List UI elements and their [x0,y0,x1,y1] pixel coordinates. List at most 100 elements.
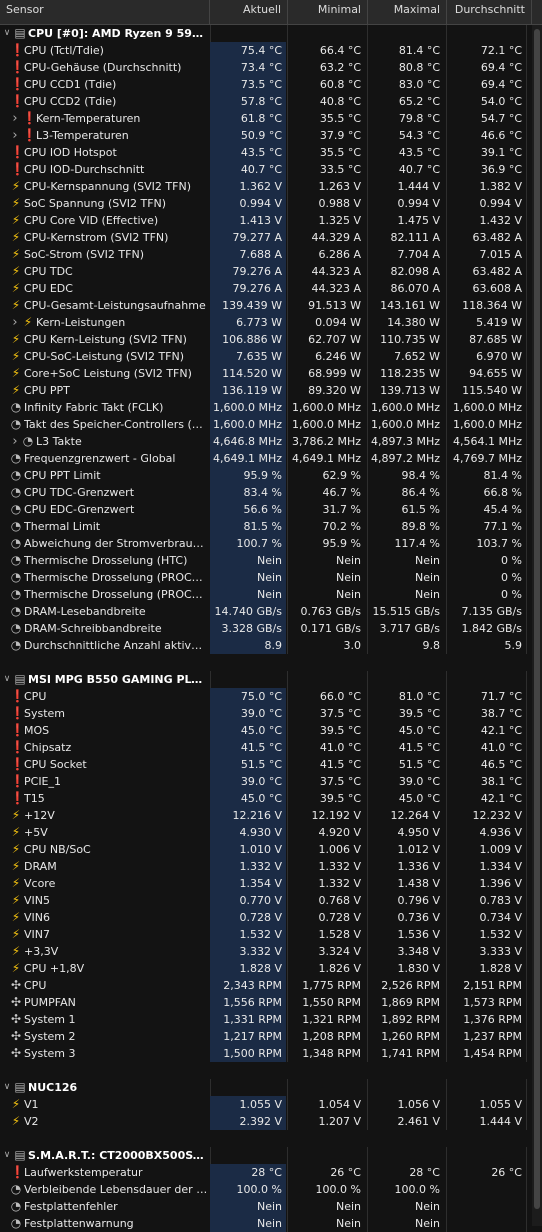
sensor-row[interactable]: ◔ Festplattenfehler Nein Nein Nein [0,1198,542,1215]
sensor-row[interactable]: ⚡ Vcore 1.354 V 1.332 V 1.438 V 1.396 V [0,875,542,892]
sensor-row[interactable]: › ❗ Kern-Temperaturen 61.8 °C 35.5 °C 79.8 °C… [0,110,542,127]
sensor-row[interactable]: ⚡ V2 2.392 V 1.207 V 2.461 V 1.444 V [0,1113,542,1130]
value-avg: 36.9 °C [480,163,522,176]
value-min: 37.5 °C [319,707,361,720]
sensor-row[interactable]: ⚡ SoC-Strom (SVI2 TFN) 7.688 A 6.286 A 7.704… [0,246,542,263]
sensor-row[interactable]: ⚡ CPU NB/SoC 1.010 V 1.006 V 1.012 V 1.009 V [0,841,542,858]
sensor-group-row[interactable]: ∨▤S.M.A.R.T.: CT2000BX500SSD1 (2517E9BA1… [0,1147,542,1164]
sensor-row[interactable]: ◔ DRAM-Lesebandbreite 14.740 GB/s 0.763 GB/… [0,603,542,620]
sensor-row[interactable]: › ◔ L3 Takte 4,646.8 MHz 3,786.2 MHz 4,897.3 … [0,433,542,450]
sensor-row[interactable]: ◔ Verbleibende Lebensdauer der F... 100.0 … [0,1181,542,1198]
sensor-row[interactable]: ❗ CPU CCD2 (Tdie) 57.8 °C 40.8 °C 65.2 °C 54.… [0,93,542,110]
sensor-row[interactable]: ⚡ SoC Spannung (SVI2 TFN) 0.994 V 0.988 V 0.… [0,195,542,212]
sensor-group-row[interactable]: ∨ ▤ NUC126 [0,1079,542,1096]
sensor-label: DRAM-Schreibbandbreite [24,622,162,635]
sensor-name-cell: ⚡ CPU-Kernspannung (SVI2 TFN) [0,178,210,195]
sensor-row[interactable]: ❗ CPU CCD1 (Tdie) 73.5 °C 60.8 °C 83.0 °C 69.… [0,76,542,93]
sensor-row[interactable]: ⚡ DRAM 1.332 V 1.332 V 1.336 V 1.334 V [0,858,542,875]
sensor-row[interactable]: › ⚡ Kern-Leistungen 6.773 W 0.094 W 14.380 W 5… [0,314,542,331]
vertical-scrollbar[interactable] [532,25,542,1226]
sensor-row[interactable]: ⚡ Core+SoC Leistung (SVI2 TFN) 114.520 W 68… [0,365,542,382]
column-min[interactable]: Minimal [288,0,368,24]
collapse-chevron-icon[interactable]: ∨ [3,1082,11,1092]
sensor-row[interactable]: ◔ Takt des Speicher-Controllers (U... 1,60… [0,416,542,433]
grid-line [287,59,288,76]
sensor-row[interactable]: ⚡ CPU-Kernstrom (SVI2 TFN) 79.277 A 44.329 … [0,229,542,246]
sensor-row[interactable]: ⚡ CPU Kern-Leistung (SVI2 TFN) 106.886 W 62… [0,331,542,348]
column-sensor[interactable]: Sensor [0,0,210,24]
sensor-row[interactable]: ◔ Abweichung der Stromverbrauch... 100.7 %… [0,535,542,552]
sensor-row[interactable]: ✣ System 2 1,217 RPM 1,208 RPM 1,260 RPM 1,23… [0,1028,542,1045]
bolt-icon: ⚡ [11,247,21,261]
sensor-row[interactable]: ✣ System 3 1,500 RPM 1,348 RPM 1,741 RPM 1,45… [0,1045,542,1062]
sensor-row[interactable]: ⚡ +12V 12.216 V 12.192 V 12.264 V 12.232 V [0,807,542,824]
sensor-row[interactable]: ◔ Thermal Limit 81.5 % 70.2 % 89.8 % 77.1 % [0,518,542,535]
sensor-row[interactable]: ⚡ VIN7 1.532 V 1.528 V 1.536 V 1.532 V [0,926,542,943]
sensor-row[interactable]: ◔ DRAM-Schreibbandbreite 3.328 GB/s 0.171 G… [0,620,542,637]
sensor-row[interactable]: ⚡ CPU EDC 79.276 A 44.323 A 86.070 A 63.608 A [0,280,542,297]
grid-line [446,637,447,654]
collapse-chevron-icon[interactable]: ∨ [3,28,11,38]
expand-chevron-icon[interactable]: › [12,128,18,143]
sensor-row[interactable]: ◔ Thermische Drosselung (PROCH... Nein Nein… [0,569,542,586]
sensor-row[interactable]: › ❗ L3-Temperaturen 50.9 °C 37.9 °C 54.3 °C 46… [0,127,542,144]
scrollbar-thumb[interactable] [534,29,540,1209]
sensor-row[interactable]: ❗ T15 45.0 °C 39.5 °C 45.0 °C 42.1 °C [0,790,542,807]
sensor-row[interactable]: ❗ CPU Socket 51.5 °C 41.5 °C 51.5 °C 46.5 °C [0,756,542,773]
sensor-row[interactable]: ❗ CPU (Tctl/Tdie) 75.4 °C 66.4 °C 81.4 °C 72.… [0,42,542,59]
sensor-row[interactable]: ❗ Chipsatz 41.5 °C 41.0 °C 41.5 °C 41.0 °C [0,739,542,756]
sensor-row[interactable]: ✣ PUMPFAN 1,556 RPM 1,550 RPM 1,869 RPM 1,573… [0,994,542,1011]
column-max[interactable]: Maximal [368,0,447,24]
expand-chevron-icon[interactable]: › [12,315,18,330]
sensor-row[interactable]: ❗ CPU IOD-Durchschnitt 40.7 °C 33.5 °C 40.7 … [0,161,542,178]
grid-line [367,161,368,178]
sensor-row[interactable]: ❗ System 39.0 °C 37.5 °C 39.5 °C 38.7 °C [0,705,542,722]
sensor-row[interactable]: ⚡ CPU PPT 136.119 W 89.320 W 139.713 W 115.54… [0,382,542,399]
sensor-group-row[interactable]: ∨▤MSI MPG B550 GAMING PLUS (MS-7C56) (Nu… [0,671,542,688]
sensor-row[interactable]: ❗ PCIE_1 39.0 °C 37.5 °C 39.0 °C 38.1 °C [0,773,542,790]
sensor-row[interactable]: ❗ Laufwerkstemperatur 28 °C 26 °C 28 °C 26 °C [0,1164,542,1181]
sensor-row[interactable]: ❗ CPU IOD Hotspot 43.5 °C 35.5 °C 43.5 °C 39.… [0,144,542,161]
value-avg: 46.6 °C [480,129,522,142]
collapse-chevron-icon[interactable]: ∨ [3,1150,11,1160]
value-min: 0.094 W [315,316,361,329]
column-avg[interactable]: Durchschnitt [447,0,532,24]
sensor-row[interactable]: ◔ Durchschnittliche Anzahl aktiver ... 8.9… [0,637,542,654]
sensor-row[interactable]: ⚡ CPU-Gesamt-Leistungsaufnahme 139.439 W 91… [0,297,542,314]
sensor-row[interactable]: ⚡ VIN5 0.770 V 0.768 V 0.796 V 0.783 V [0,892,542,909]
sensor-row[interactable]: ❗ CPU 75.0 °C 66.0 °C 81.0 °C 71.7 °C [0,688,542,705]
sensor-row[interactable]: ⚡ +5V 4.930 V 4.920 V 4.950 V 4.936 V [0,824,542,841]
sensor-row[interactable]: ⚡ CPU +1,8V 1.828 V 1.826 V 1.830 V 1.828 V [0,960,542,977]
sensor-row[interactable]: ⚡ CPU TDC 79.276 A 44.323 A 82.098 A 63.482 A [0,263,542,280]
sensor-row[interactable]: ◔ Infinity Fabric Takt (FCLK) 1,600.0 MHz 1… [0,399,542,416]
sensor-row[interactable]: ◔ CPU TDC-Grenzwert 83.4 % 46.7 % 86.4 % 66.8… [0,484,542,501]
value-avg: 0.783 V [479,894,522,907]
sensor-row[interactable]: ✣ CPU 2,343 RPM 1,775 RPM 2,526 RPM 2,151 RPM [0,977,542,994]
sensor-row[interactable]: ◔ Frequenzgrenzwert - Global 4,649.1 MHz 4,… [0,450,542,467]
expand-chevron-icon[interactable]: › [12,434,18,449]
sensor-row[interactable]: ⚡ CPU-SoC-Leistung (SVI2 TFN) 7.635 W 6.246… [0,348,542,365]
sensor-name-cell: › ❗ L3-Temperaturen [0,127,210,144]
sensor-row[interactable]: ⚡ VIN6 0.728 V 0.728 V 0.736 V 0.734 V [0,909,542,926]
sensor-group-row[interactable]: ∨▤CPU [#0]: AMD Ryzen 9 5900XT: Enhanced [0,25,542,42]
sensor-row[interactable]: ✣ System 1 1,331 RPM 1,321 RPM 1,892 RPM 1,37… [0,1011,542,1028]
sensor-row[interactable]: ❗ CPU-Gehäuse (Durchschnitt) 73.4 °C 63.2 °… [0,59,542,76]
sensor-label: CPU +1,8V [24,962,85,975]
expand-chevron-icon[interactable]: › [12,111,18,126]
sensor-row[interactable]: ◔ CPU EDC-Grenzwert 56.6 % 31.7 % 61.5 % 45.4… [0,501,542,518]
sensor-row[interactable]: ⚡ CPU-Kernspannung (SVI2 TFN) 1.362 V 1.263… [0,178,542,195]
sensor-label: CPU (Tctl/Tdie) [24,44,104,57]
sensor-row[interactable]: ◔ CPU PPT Limit 95.9 % 62.9 % 98.4 % 81.4 % [0,467,542,484]
value-max: 4.950 V [397,826,440,839]
collapse-chevron-icon[interactable]: ∨ [3,674,11,684]
sensor-row[interactable]: ◔ Thermische Drosselung (HTC) Nein Nein Nein… [0,552,542,569]
sensor-row[interactable]: ⚡ V1 1.055 V 1.054 V 1.056 V 1.055 V [0,1096,542,1113]
sensor-label: Thermische Drosselung (PROCH... [24,588,208,601]
sensor-row[interactable]: ⚡ +3,3V 3.332 V 3.324 V 3.348 V 3.333 V [0,943,542,960]
sensor-row[interactable]: ❗ MOS 45.0 °C 39.5 °C 45.0 °C 42.1 °C [0,722,542,739]
sensor-row[interactable]: ◔ Festplattenwarnung Nein Nein Nein [0,1215,542,1232]
value-min: 1,208 RPM [302,1030,361,1043]
sensor-row[interactable]: ◔ Thermische Drosselung (PROCH... Nein Nein… [0,586,542,603]
column-current[interactable]: Aktuell [210,0,288,24]
